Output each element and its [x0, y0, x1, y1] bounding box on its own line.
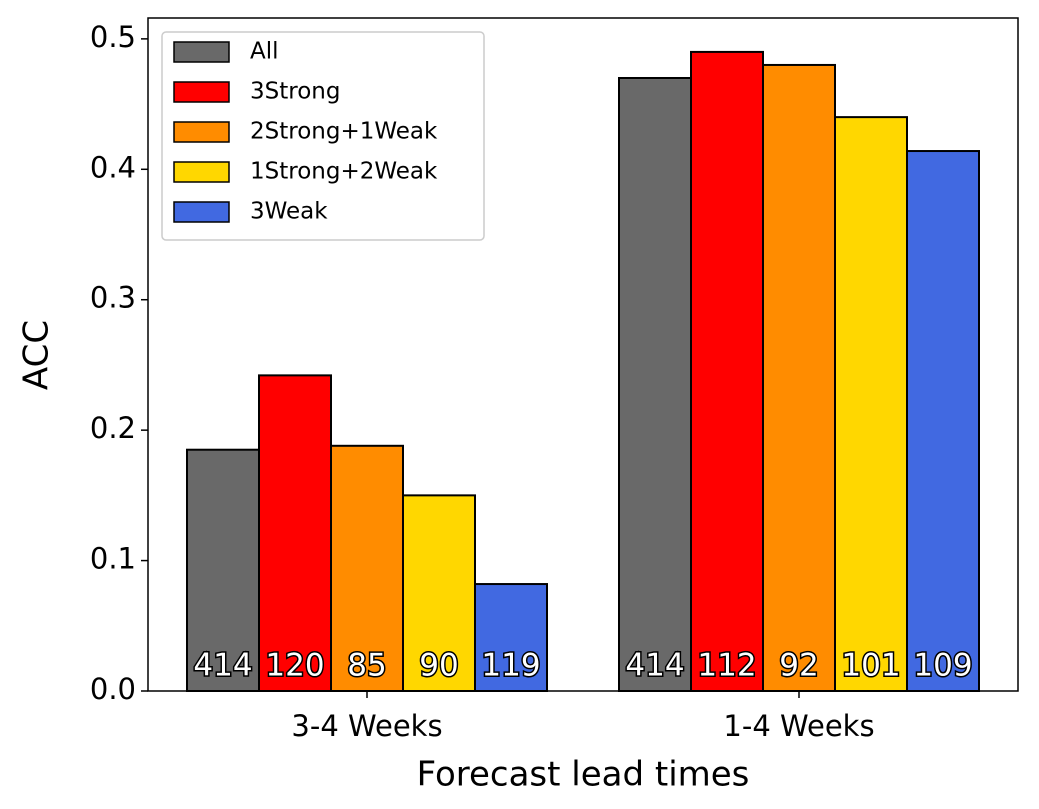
x-tick-label: 1-4 Weeks — [723, 709, 874, 743]
bar — [474, 583, 548, 693]
plot-frame — [147, 17, 1019, 692]
count-label: 414 — [625, 648, 684, 684]
legend-swatch — [173, 121, 230, 143]
legend-swatch — [173, 201, 230, 223]
x-axis-label: Forecast lead times — [417, 755, 750, 795]
count-label: 119 — [481, 648, 540, 684]
y-tick-label: 0.5 — [90, 20, 136, 54]
count-label: 101 — [841, 648, 900, 684]
y-tick-label: 0.3 — [90, 281, 136, 315]
legend-label: 2Strong+1Weak — [250, 119, 438, 145]
legend-swatch — [173, 161, 230, 183]
y-tick-label: 0.0 — [90, 672, 136, 706]
y-tick-label: 0.1 — [90, 542, 136, 576]
legend-label: 1Strong+2Weak — [250, 159, 438, 185]
bar — [330, 444, 404, 693]
legend-label: 3Weak — [250, 199, 328, 225]
legend-box — [161, 31, 485, 241]
count-label: 92 — [779, 648, 818, 684]
y-tick-label: 0.4 — [90, 150, 136, 184]
count-label: 109 — [913, 648, 972, 684]
bar — [618, 76, 692, 693]
y-axis-label: ACC — [17, 320, 57, 390]
legend-swatch — [173, 41, 230, 63]
legend-swatch — [173, 81, 230, 103]
count-label: 90 — [419, 648, 458, 684]
legend-label: All — [250, 39, 279, 65]
bar — [762, 63, 836, 692]
count-label: 120 — [265, 648, 324, 684]
count-label: 85 — [347, 648, 386, 684]
legend-label: 3Strong — [250, 79, 340, 105]
count-label: 112 — [697, 648, 756, 684]
y-tick-label: 0.2 — [90, 411, 136, 445]
bar — [834, 116, 908, 693]
bar — [906, 150, 980, 692]
bar — [690, 50, 764, 693]
bar — [258, 374, 332, 692]
x-tick-label: 3-4 Weeks — [291, 709, 442, 743]
count-label: 414 — [193, 648, 252, 684]
